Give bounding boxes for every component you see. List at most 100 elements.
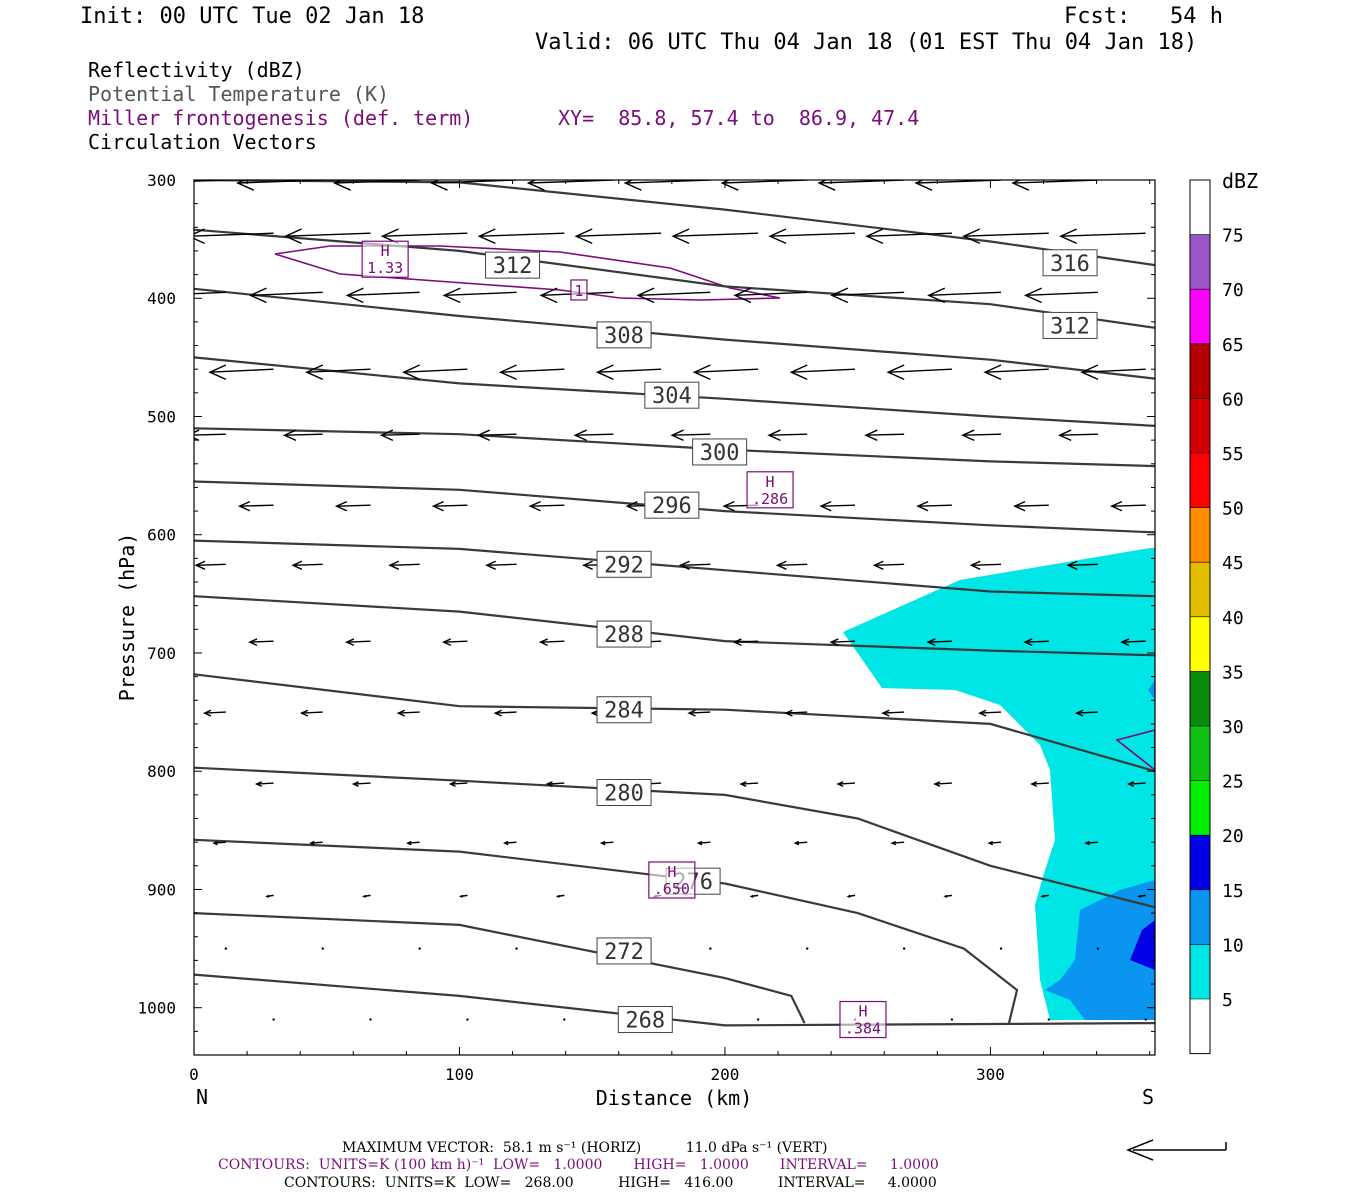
circulation-vector	[831, 291, 905, 297]
circulation-vector-head	[890, 840, 897, 846]
circulation-vector	[874, 563, 905, 566]
theta-label: 280	[604, 782, 644, 807]
circulation-vector-head	[442, 287, 461, 304]
circulation-vector-head	[916, 500, 929, 512]
circulation-vector-head	[1040, 894, 1045, 898]
circulation-vector-head	[732, 638, 742, 647]
vector-dot	[950, 1018, 954, 1021]
circulation-vector	[777, 563, 808, 566]
fronto-max-value: 1.33	[367, 259, 403, 277]
theta-label: 312	[1050, 314, 1090, 339]
theta-contour-308	[194, 287, 1155, 380]
circulation-vector-head	[528, 500, 541, 512]
y-tick-label: 700	[147, 644, 176, 663]
circulation-vector-head	[1066, 560, 1078, 570]
circulation-vector	[1128, 782, 1146, 785]
vector-dot	[418, 947, 421, 950]
circulation-vector-head	[248, 638, 258, 647]
circulation-vector	[1014, 504, 1049, 507]
colorbar-segment	[1190, 889, 1210, 945]
fronto-max-label: 1	[574, 282, 583, 300]
circulation-vector	[1121, 640, 1146, 643]
circulation-vector-head	[817, 180, 836, 191]
vector-dot	[1047, 1018, 1051, 1021]
circulation-vector-head	[498, 364, 517, 381]
y-tick-label: 1000	[137, 999, 176, 1018]
circulation-vector-head	[194, 429, 200, 442]
circulation-vector	[934, 782, 952, 785]
theta-label: 300	[700, 441, 740, 466]
colorbar-segment	[1190, 562, 1210, 617]
theta-label: 308	[604, 324, 644, 349]
reference-vector-arrow	[1125, 1139, 1227, 1161]
y-tick-label: 600	[147, 526, 176, 545]
circulation-vector-head	[194, 228, 205, 245]
circulation-vector-head	[983, 364, 1002, 381]
circulation-vector-head	[789, 364, 808, 381]
circulation-vector-head	[961, 429, 975, 442]
fronto-max-value: .384	[845, 1020, 881, 1038]
colorbar-segment	[1190, 289, 1210, 344]
circulation-vector	[971, 563, 1002, 566]
circulation-vector-head	[886, 364, 905, 381]
vector-dot	[563, 1018, 566, 1021]
circulation-vector-head	[1030, 781, 1038, 787]
circulation-vector-head	[1080, 364, 1099, 381]
x-tick-label: 0	[189, 1065, 199, 1084]
legend-vectors: Circulation Vectors	[88, 130, 317, 154]
reflectivity-fill-layer	[843, 548, 1155, 1020]
theta-contour-284	[194, 673, 1155, 773]
circulation-vector-head	[212, 840, 218, 846]
colorbar-label: 30	[1222, 717, 1244, 738]
circulation-vector	[479, 232, 565, 237]
circulation-vector-head	[969, 560, 981, 570]
vector-dot	[709, 947, 712, 950]
circulation-vector-head	[396, 709, 406, 717]
colorbar-segment	[1190, 726, 1210, 781]
circulation-vector-head	[236, 180, 255, 191]
theta-label-box	[692, 438, 748, 466]
circulation-vector-head	[332, 180, 351, 191]
circulation-vector-head	[623, 180, 642, 191]
theta-label-box	[1042, 311, 1098, 339]
circulation-vector-head	[539, 287, 558, 304]
circulation-vector	[962, 433, 1002, 436]
circulation-vector	[1031, 782, 1049, 785]
circulation-vector-head	[345, 287, 364, 304]
circulation-vector-head	[493, 709, 502, 717]
circulation-vector-head	[978, 709, 987, 717]
colorbar-label: 55	[1222, 444, 1244, 465]
circulation-vector	[576, 232, 662, 237]
theta-contour-304	[194, 356, 1155, 427]
circulation-vector-head	[1013, 500, 1026, 512]
colorbar-segment	[1190, 616, 1210, 672]
colorbar-label: 60	[1222, 389, 1244, 410]
circulation-vector-head	[1084, 840, 1090, 846]
circulation-vector-head	[671, 228, 690, 245]
circulation-vector-head	[309, 840, 315, 846]
circulation-vector-head	[864, 429, 878, 442]
circulation-vector	[1024, 640, 1049, 643]
colorbar-label: 15	[1222, 881, 1244, 902]
circulation-vector-head	[595, 364, 614, 381]
colorbar-segment	[1190, 234, 1210, 290]
theta-label: 304	[652, 384, 692, 409]
circulation-vector-head	[829, 638, 839, 647]
y-tick-label: 400	[147, 289, 176, 308]
colorbar-label: 45	[1222, 553, 1244, 574]
theta-label: 312	[493, 254, 533, 279]
colorbar-unit: dBZ	[1222, 169, 1258, 193]
circulation-vector-head	[477, 228, 496, 245]
circulation-vector	[306, 368, 371, 373]
circulation-vector	[353, 782, 371, 785]
circulation-vector	[292, 563, 323, 566]
circulation-vector-head	[379, 429, 394, 442]
vector-dot	[515, 947, 518, 950]
fronto-max-value: .650	[654, 880, 690, 898]
circulation-vector	[734, 291, 808, 297]
circulation-vector-head	[1057, 429, 1072, 442]
vector-dot	[272, 1018, 275, 1021]
circulation-vector-head	[599, 840, 606, 846]
